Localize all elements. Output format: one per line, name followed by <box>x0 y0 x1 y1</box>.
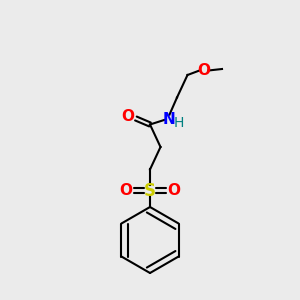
Text: O: O <box>167 183 181 198</box>
Text: O: O <box>119 183 133 198</box>
Text: O: O <box>197 63 211 78</box>
Text: S: S <box>144 182 156 200</box>
Text: O: O <box>122 110 135 124</box>
Text: N: N <box>163 112 176 128</box>
Text: H: H <box>174 116 184 130</box>
